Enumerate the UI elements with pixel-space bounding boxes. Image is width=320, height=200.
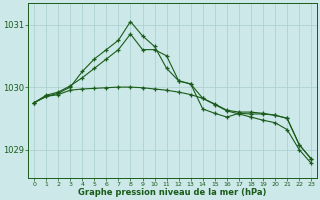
X-axis label: Graphe pression niveau de la mer (hPa): Graphe pression niveau de la mer (hPa) — [78, 188, 267, 197]
